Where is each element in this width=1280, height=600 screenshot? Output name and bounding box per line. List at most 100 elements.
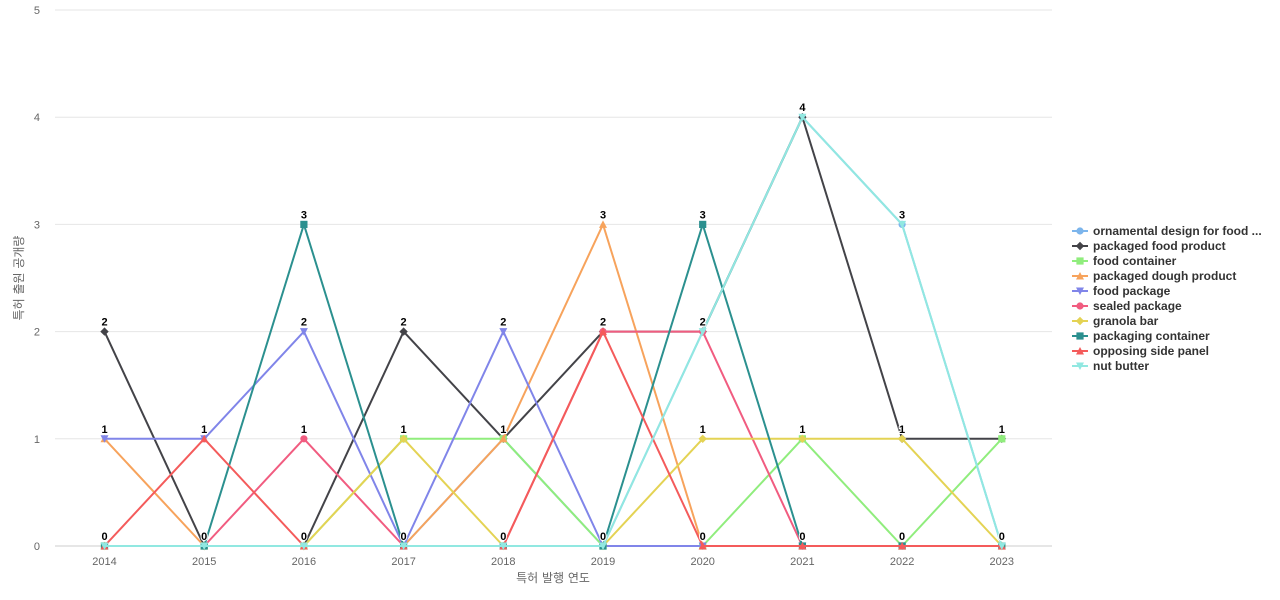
x-axis-title: 특허 발행 연도 [516, 570, 590, 585]
series-point [399, 542, 408, 550]
series-point [698, 542, 707, 550]
legend-item[interactable]: sealed package [1072, 299, 1182, 313]
x-tick-label: 2022 [890, 556, 914, 568]
legend-item[interactable]: food container [1072, 254, 1177, 268]
y-tick-label: 2 [34, 327, 40, 339]
legend: ornamental design for food ...packaged f… [1072, 224, 1262, 373]
y-tick-label: 3 [34, 219, 40, 231]
x-axis-ticks: 2014 2015 2016 2017 2018 2019 2020 2021 2022 2023 [92, 556, 1014, 568]
data-label: 0 [101, 531, 107, 543]
series-point [699, 220, 707, 228]
x-tick-label: 2019 [591, 556, 615, 568]
legend-label: food container [1093, 254, 1177, 268]
legend-item[interactable]: packaged dough product [1072, 269, 1236, 283]
series-point [100, 327, 109, 336]
data-label: 0 [999, 531, 1005, 543]
series-point [100, 542, 109, 550]
series-point [798, 542, 807, 550]
legend-item[interactable]: packaged food product [1072, 239, 1226, 253]
legend-item[interactable]: packaging container [1072, 329, 1210, 343]
x-tick-label: 2018 [491, 556, 515, 568]
y-axis-ticks: 0 1 2 3 4 5 [34, 5, 40, 553]
legend-marker [1075, 241, 1085, 251]
legend-marker [1076, 332, 1084, 340]
series-point [798, 113, 807, 122]
data-label: 4 [799, 102, 806, 114]
series-point [898, 542, 907, 550]
y-tick-label: 1 [34, 434, 40, 446]
series-point [798, 434, 807, 443]
legend-marker [1076, 227, 1084, 235]
legend-label: granola bar [1093, 314, 1159, 328]
data-label: 1 [799, 424, 805, 436]
series-point [300, 220, 308, 228]
x-tick-label: 2014 [92, 556, 116, 568]
legend-label: opposing side panel [1093, 344, 1209, 358]
y-tick-label: 5 [34, 5, 40, 17]
series-point [599, 327, 607, 336]
data-label: 0 [301, 531, 307, 543]
series-point [300, 435, 308, 443]
legend-label: packaging container [1093, 329, 1210, 343]
legend-label: sealed package [1093, 299, 1182, 313]
x-tick-label: 2020 [690, 556, 714, 568]
legend-marker [1075, 316, 1085, 326]
data-label: 1 [999, 424, 1005, 436]
series-point [997, 542, 1006, 550]
series-point [599, 220, 607, 228]
legend-item[interactable]: ornamental design for food ... [1072, 224, 1262, 238]
data-label: 0 [799, 531, 805, 543]
series-group [100, 113, 1006, 551]
y-axis-title: 특허 출원 공개량 [12, 236, 26, 321]
legend-label: packaged dough product [1093, 269, 1236, 283]
series-point [998, 435, 1006, 443]
data-label: 3 [700, 209, 706, 221]
series-point [200, 434, 209, 443]
series-point [898, 220, 907, 229]
y-tick-label: 4 [34, 112, 40, 124]
legend-item[interactable]: granola bar [1072, 314, 1159, 328]
legend-item[interactable]: opposing side panel [1072, 344, 1209, 358]
legend-marker [1076, 257, 1084, 265]
series-point [499, 542, 508, 550]
data-label: 1 [401, 424, 407, 436]
data-label: 2 [700, 317, 706, 329]
series-point [897, 434, 907, 443]
data-label: 1 [899, 424, 905, 436]
data-label: 2 [101, 317, 107, 329]
data-labels: 2 1 0 1 0 3 2 1 0 2 1 0 2 1 0 3 2 0 3 2 1 0 4 1 0 3 1 0 1 0 [100, 101, 1005, 544]
legend-label: ornamental design for food ... [1093, 224, 1262, 238]
data-label: 2 [301, 317, 307, 329]
legend-item[interactable]: food package [1072, 284, 1171, 298]
series-point [499, 434, 508, 443]
data-label: 0 [500, 531, 506, 543]
series-point [399, 327, 408, 336]
data-label: 1 [700, 424, 706, 436]
data-label: 1 [101, 424, 107, 436]
data-label: 1 [500, 424, 506, 436]
legend-marker [1076, 362, 1084, 370]
data-label: 3 [899, 209, 905, 221]
legend-marker [1076, 272, 1084, 280]
legend-label: packaged food product [1093, 239, 1226, 253]
x-tick-label: 2017 [391, 556, 415, 568]
x-tick-label: 2023 [990, 556, 1014, 568]
x-tick-label: 2021 [790, 556, 814, 568]
data-label: 3 [301, 209, 307, 221]
legend-label: food package [1093, 284, 1171, 298]
legend-label: nut butter [1093, 359, 1149, 373]
series-10 [100, 113, 1006, 550]
series-point [100, 435, 109, 443]
data-label: 0 [201, 531, 207, 543]
grid-lines [55, 9, 1052, 547]
series-3 [100, 435, 1006, 550]
data-label: 0 [899, 531, 905, 543]
data-label: 2 [401, 317, 407, 329]
series-line [103, 330, 1002, 547]
series-point [698, 434, 707, 443]
series-point [599, 542, 607, 550]
legend-item[interactable]: nut butter [1072, 359, 1149, 373]
series-point [299, 542, 308, 550]
data-label: 0 [700, 531, 706, 543]
